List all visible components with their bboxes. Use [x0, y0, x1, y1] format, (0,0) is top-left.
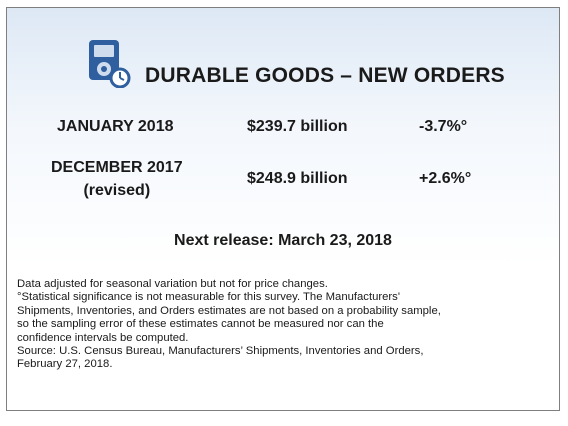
row-december-label: DECEMBER 2017 (revised): [51, 156, 183, 202]
durable-goods-card: DURABLE GOODS – NEW ORDERS JANUARY 2018 …: [6, 7, 560, 411]
next-release: Next release: March 23, 2018: [174, 232, 392, 249]
footnotes: Data adjusted for seasonal variation but…: [17, 278, 557, 372]
footnote-line: °Statistical significance is not measura…: [17, 291, 400, 304]
row-january-change: -3.7%°: [419, 118, 468, 135]
row-december-change: +2.6%°: [419, 170, 472, 187]
row-january-value: $239.7 billion: [247, 118, 348, 135]
page-title: DURABLE GOODS – NEW ORDERS: [145, 64, 505, 87]
row-january-label: JANUARY 2018: [57, 118, 174, 135]
footnote-line: Source: U.S. Census Bureau, Manufacturer…: [17, 345, 424, 358]
footnote-line: confidence intervals be computed.: [17, 331, 189, 344]
footnote-line: February 27, 2018.: [17, 358, 113, 371]
row-december-sublabel: (revised): [83, 182, 151, 199]
footnote-line: Data adjusted for seasonal variation but…: [17, 278, 328, 290]
footnote-line: so the sampling error of these estimates…: [17, 318, 384, 331]
media-player-clock-icon: [89, 40, 131, 88]
footnote-line: Shipments, Inventories, and Orders estim…: [17, 304, 441, 317]
row-december-label-text: DECEMBER 2017: [51, 159, 183, 176]
row-december-value: $248.9 billion: [247, 170, 348, 187]
